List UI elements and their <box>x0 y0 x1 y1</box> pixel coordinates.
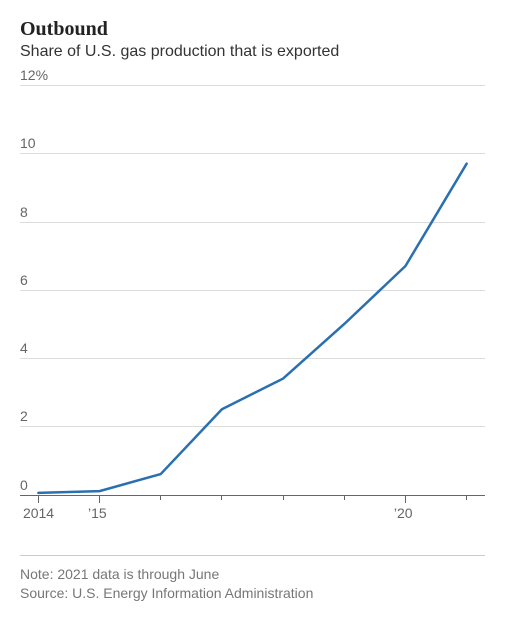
line-series <box>20 75 485 515</box>
chart-subtitle: Share of U.S. gas production that is exp… <box>20 43 485 61</box>
footer-note: Note: 2021 data is through June <box>20 566 485 582</box>
footer-source: Source: U.S. Energy Information Administ… <box>20 585 485 601</box>
chart-container: Outbound Share of U.S. gas production th… <box>0 0 505 634</box>
chart-footer: Note: 2021 data is through June Source: … <box>20 555 485 601</box>
chart-title: Outbound <box>20 18 485 41</box>
plot-area: 024681012%2014’15’20 <box>20 75 485 549</box>
